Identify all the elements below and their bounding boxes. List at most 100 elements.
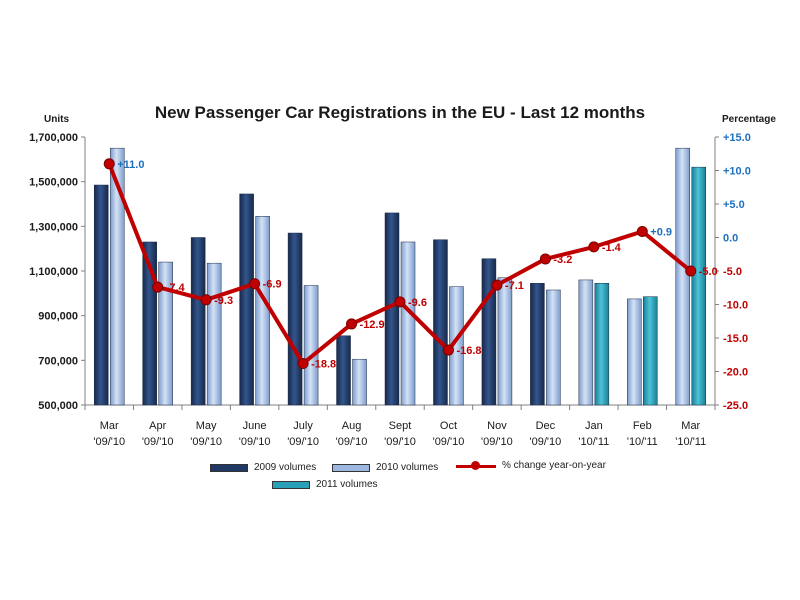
left-tick-label: 500,000 bbox=[38, 400, 78, 412]
x-tick-label-month: July bbox=[293, 420, 313, 432]
bar-2009 bbox=[287, 232, 303, 406]
legend-label-change: % change year-on-year bbox=[502, 460, 606, 471]
x-tick-label-month: Mar bbox=[681, 420, 700, 432]
change-point bbox=[249, 278, 261, 290]
change-point bbox=[636, 225, 648, 237]
x-tick-label-month: May bbox=[196, 420, 217, 432]
change-data-label: -16.8 bbox=[456, 345, 481, 357]
right-tick-label: -25.0 bbox=[723, 400, 748, 412]
bar-2010 bbox=[546, 289, 561, 406]
bar-2009 bbox=[530, 283, 545, 406]
bar-2010 bbox=[352, 358, 367, 406]
right-tick-label: -15.0 bbox=[723, 333, 748, 345]
change-data-label: -9.3 bbox=[214, 295, 233, 307]
bar-2010 bbox=[109, 147, 125, 406]
change-data-label: -7.1 bbox=[505, 280, 524, 292]
bar-2011 bbox=[643, 296, 658, 406]
x-tick-label-period: '09/'10 bbox=[239, 436, 271, 448]
legend-line-change bbox=[456, 460, 496, 471]
x-tick-label-period: '09/'10 bbox=[190, 436, 222, 448]
legend-swatch-2011 bbox=[272, 480, 310, 489]
change-point bbox=[103, 158, 115, 170]
bar-2009 bbox=[93, 184, 109, 406]
x-tick-label-month: Feb bbox=[633, 420, 652, 432]
change-data-label: +0.9 bbox=[650, 226, 672, 238]
left-tick-label: 1,700,000 bbox=[29, 132, 78, 144]
change-point bbox=[539, 253, 551, 265]
change-data-label: -9.6 bbox=[408, 297, 427, 309]
change-point bbox=[152, 281, 164, 293]
x-tick-label-month: Sept bbox=[389, 420, 412, 432]
legend-item-2009: 2009 volumes bbox=[210, 462, 316, 473]
x-tick-label-month: Apr bbox=[149, 420, 166, 432]
right-tick-label: -5.0 bbox=[723, 266, 742, 278]
right-axis-label: Percentage bbox=[722, 114, 776, 125]
bar-2009 bbox=[433, 239, 448, 406]
left-tick-label: 1,300,000 bbox=[29, 221, 78, 233]
x-tick-label-period: '09/'10 bbox=[530, 436, 562, 448]
bar-2010 bbox=[303, 285, 319, 406]
change-data-label: -6.9 bbox=[263, 279, 282, 291]
x-tick-label-period: '09/'10 bbox=[336, 436, 368, 448]
change-data-label: -18.8 bbox=[311, 358, 336, 370]
x-tick-label-period: '10/'11 bbox=[627, 436, 658, 448]
left-tick-label: 700,000 bbox=[38, 355, 78, 367]
bar-2009 bbox=[142, 241, 157, 406]
change-point bbox=[685, 265, 697, 277]
change-point bbox=[297, 357, 309, 369]
x-tick-label-month: Nov bbox=[487, 420, 507, 432]
x-tick-label-month: Oct bbox=[440, 420, 457, 432]
right-tick-label: +10.0 bbox=[723, 166, 751, 178]
x-tick-label-period: '09/'10 bbox=[433, 436, 465, 448]
x-tick-label-period: '09/'10 bbox=[481, 436, 513, 448]
legend-item-change: % change year-on-year bbox=[456, 460, 606, 471]
right-tick-label: -10.0 bbox=[723, 300, 748, 312]
change-point bbox=[346, 318, 358, 330]
left-tick-label: 1,100,000 bbox=[29, 266, 78, 278]
bar-2009 bbox=[190, 237, 206, 406]
change-point bbox=[442, 344, 454, 356]
bar-2009 bbox=[481, 258, 497, 406]
x-tick-label-period: '09/'10 bbox=[384, 436, 416, 448]
chart-title: New Passenger Car Registrations in the E… bbox=[154, 103, 646, 122]
x-tick-label-period: '09/'10 bbox=[142, 436, 174, 448]
change-data-label: -12.9 bbox=[360, 319, 385, 331]
legend-swatch-2009 bbox=[210, 463, 248, 472]
change-point bbox=[588, 241, 600, 253]
chart-legend: 2009 volumes 2010 volumes % change year-… bbox=[210, 460, 640, 496]
x-tick-label-month: June bbox=[243, 420, 267, 432]
right-tick-label: -20.0 bbox=[723, 367, 748, 379]
right-tick-label: +5.0 bbox=[723, 199, 745, 211]
right-tick-label: 0.0 bbox=[723, 233, 738, 245]
bar-2010 bbox=[497, 277, 513, 406]
change-point bbox=[200, 294, 212, 306]
left-tick-label: 900,000 bbox=[38, 311, 78, 323]
right-tick-label: +15.0 bbox=[723, 132, 751, 144]
change-data-label: +11.0 bbox=[117, 159, 144, 171]
x-tick-label-month: Aug bbox=[342, 420, 362, 432]
left-axis-label: Units bbox=[44, 114, 69, 125]
legend-label-2011: 2011 volumes bbox=[316, 479, 378, 490]
left-tick-label: 1,500,000 bbox=[29, 177, 78, 189]
bar-2010 bbox=[206, 262, 222, 406]
x-tick-label-period: '10/'11 bbox=[578, 436, 609, 448]
bar-2011 bbox=[691, 166, 707, 406]
change-point bbox=[491, 279, 503, 291]
change-data-label: -5.0 bbox=[699, 266, 718, 278]
bar-2010 bbox=[400, 241, 416, 406]
change-data-label: -1.4 bbox=[602, 242, 622, 254]
x-tick-label-period: '09/'10 bbox=[93, 436, 125, 448]
legend-item-2011: 2011 volumes bbox=[272, 479, 378, 490]
legend-label-2009: 2009 volumes bbox=[254, 462, 317, 473]
legend-item-2010: 2010 volumes bbox=[332, 462, 438, 473]
bar-2010 bbox=[675, 147, 691, 406]
bar-2010 bbox=[255, 216, 270, 406]
change-data-label: -7.4 bbox=[166, 282, 186, 294]
x-tick-label-period: '10/'11 bbox=[675, 436, 706, 448]
bar-2009 bbox=[336, 335, 351, 406]
x-tick-label-month: Jan bbox=[585, 420, 603, 432]
bar-2010 bbox=[578, 279, 594, 406]
bar-2009 bbox=[239, 193, 254, 406]
change-point bbox=[394, 296, 406, 308]
